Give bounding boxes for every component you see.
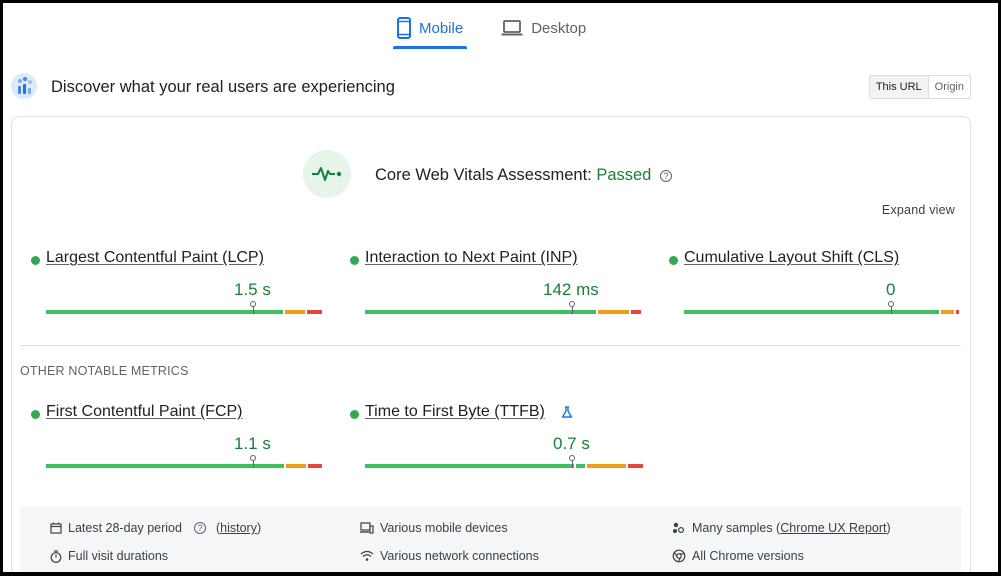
poor-segment xyxy=(956,310,959,314)
p75-marker xyxy=(569,455,575,469)
distribution-bar xyxy=(365,310,641,314)
status-good-dot xyxy=(31,410,40,419)
tab-desktop-label: Desktop xyxy=(531,19,587,37)
metric-inp: Interaction to Next Paint (INP) 142 ms xyxy=(350,249,641,321)
timer-icon xyxy=(50,549,62,563)
page: Mobile Desktop Discover what your real u… xyxy=(3,3,998,572)
url-origin-toggle: This URL Origin xyxy=(868,75,971,99)
expand-view-button[interactable]: Expand view xyxy=(881,203,955,217)
distribution-bar xyxy=(365,464,643,468)
poor-segment xyxy=(628,464,643,468)
durations-label: Full visit durations xyxy=(68,549,169,563)
status-good-dot xyxy=(350,256,359,265)
distribution-bar xyxy=(684,310,959,314)
metric-ttfb-value: 0.7 s xyxy=(553,434,590,453)
assessment-heading: Core Web Vitals Assessment: Passed ? xyxy=(375,166,672,185)
metric-lcp-value: 1.5 s xyxy=(234,280,271,299)
other-metrics-heading: OTHER NOTABLE METRICS xyxy=(20,364,189,378)
good-segment xyxy=(46,464,284,468)
metric-lcp-link[interactable]: Largest Contentful Paint (LCP) xyxy=(46,249,264,266)
needs-improvement-segment xyxy=(286,464,306,468)
connections-info: Various network connections xyxy=(360,549,539,563)
period-label: Latest 28-day period xyxy=(68,521,182,535)
durations-info: Full visit durations xyxy=(50,549,168,563)
p75-marker xyxy=(569,301,575,315)
this-url-button[interactable]: This URL xyxy=(869,76,929,98)
smartphone-icon xyxy=(397,17,411,39)
devices-info: Various mobile devices xyxy=(360,521,508,535)
header-title: Discover what your real users are experi… xyxy=(51,78,395,96)
metric-ttfb: Time to First Byte (TTFB) 0.7 s xyxy=(350,403,643,475)
history-paren-close: ) xyxy=(256,521,262,535)
p75-marker xyxy=(250,455,256,469)
data-source-footer: Latest 28-day period ? (history) Full vi… xyxy=(20,507,961,572)
metric-inp-link[interactable]: Interaction to Next Paint (INP) xyxy=(365,249,578,266)
metric-fcp-link[interactable]: First Contentful Paint (FCP) xyxy=(46,403,243,420)
chrome-ux-report-link[interactable]: Chrome UX Report xyxy=(780,521,887,535)
status-good-dot xyxy=(669,256,678,265)
origin-button[interactable]: Origin xyxy=(934,81,964,93)
devices-label: Various mobile devices xyxy=(380,521,508,535)
metric-cls-link[interactable]: Cumulative Layout Shift (CLS) xyxy=(684,249,900,266)
samples-prefix: Many samples ( xyxy=(692,521,781,535)
good-segment xyxy=(684,310,939,314)
assessment-status: Passed xyxy=(596,166,652,184)
needs-improvement-segment xyxy=(285,310,305,314)
metric-ttfb-link[interactable]: Time to First Byte (TTFB) xyxy=(365,403,545,420)
crux-header: Discover what your real users are experi… xyxy=(11,73,971,103)
help-icon[interactable]: ? xyxy=(193,522,206,534)
metric-cls-value: 0 xyxy=(886,280,896,299)
tab-mobile-label: Mobile xyxy=(419,19,464,37)
divider xyxy=(20,345,961,346)
needs-improvement-segment xyxy=(941,310,954,314)
chrome-icon xyxy=(672,549,686,563)
field-data-card: Core Web Vitals Assessment: Passed ? Exp… xyxy=(11,116,971,572)
good-segment xyxy=(365,310,596,314)
calendar-icon xyxy=(50,522,62,534)
period-info: Latest 28-day period ? (history) xyxy=(50,521,261,535)
needs-improvement-segment xyxy=(587,464,626,468)
versions-info: All Chrome versions xyxy=(672,549,804,563)
metric-lcp: Largest Contentful Paint (LCP) 1.5 s xyxy=(31,249,322,321)
samples-icon xyxy=(672,522,686,534)
history-link[interactable]: history xyxy=(220,521,257,535)
wifi-icon xyxy=(360,550,374,562)
devices-icon xyxy=(360,522,374,534)
poor-segment xyxy=(308,464,322,468)
crux-logo-icon xyxy=(11,73,37,99)
device-tabs: Mobile Desktop xyxy=(393,11,590,49)
samples-info: Many samples (Chrome UX Report) xyxy=(672,521,891,535)
tab-mobile[interactable]: Mobile xyxy=(393,11,468,49)
flask-icon xyxy=(561,405,573,423)
metric-inp-value: 142 ms xyxy=(543,280,599,299)
needs-improvement-segment xyxy=(598,310,629,314)
status-good-dot xyxy=(350,410,359,419)
poor-segment xyxy=(307,310,322,314)
distribution-bar xyxy=(46,464,322,468)
good-segment xyxy=(46,310,283,314)
p75-marker xyxy=(250,301,256,315)
poor-segment xyxy=(631,310,641,314)
p75-marker xyxy=(888,301,894,315)
status-good-dot xyxy=(31,256,40,265)
connections-label: Various network connections xyxy=(380,549,539,563)
history-paren-open: ( xyxy=(215,521,221,535)
versions-label: All Chrome versions xyxy=(692,549,804,563)
good-segment xyxy=(365,464,574,468)
good-segment xyxy=(576,464,585,468)
tab-desktop[interactable]: Desktop xyxy=(497,11,590,45)
pulse-icon xyxy=(303,150,351,198)
metric-fcp-value: 1.1 s xyxy=(234,434,271,453)
metric-cls: Cumulative Layout Shift (CLS) 0 xyxy=(669,249,959,321)
metric-fcp: First Contentful Paint (FCP) 1.1 s xyxy=(31,403,322,475)
distribution-bar xyxy=(46,310,322,314)
samples-suffix: ) xyxy=(886,521,891,535)
assessment-prefix: Core Web Vitals Assessment: xyxy=(375,166,592,184)
help-icon[interactable]: ? xyxy=(659,169,672,182)
laptop-icon xyxy=(501,20,523,36)
